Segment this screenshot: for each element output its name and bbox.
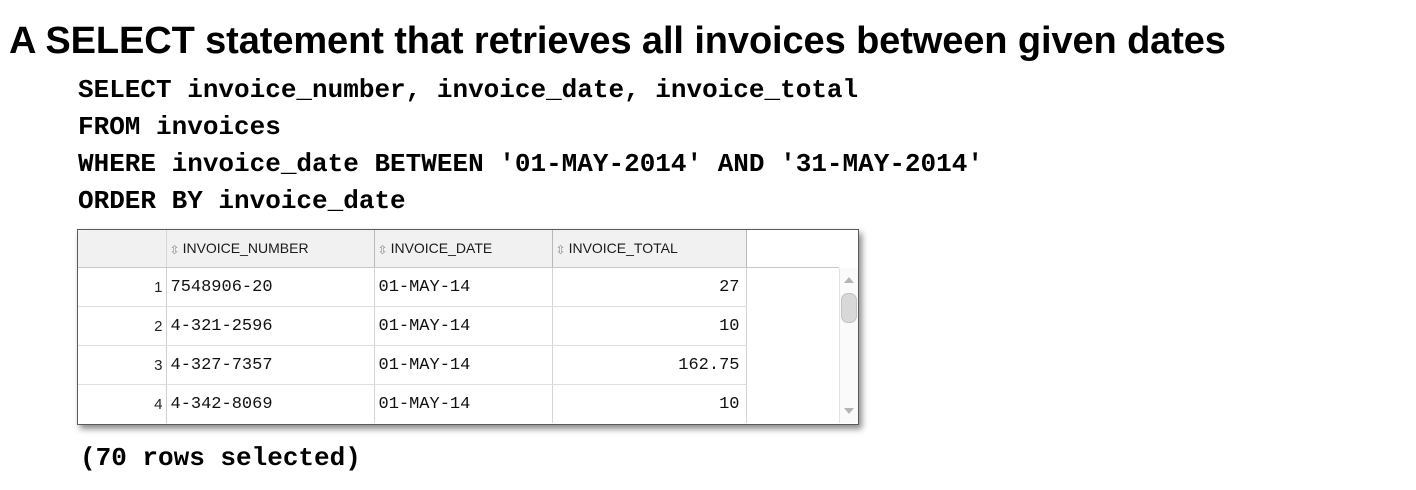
cell-invoice-number[interactable]: 4-327-7357 [166, 345, 375, 385]
sort-arrows-icon[interactable]: ⇳ [555, 242, 566, 257]
cell-invoice-date[interactable]: 01-MAY-14 [374, 384, 553, 423]
row-number[interactable]: 2 [78, 306, 167, 346]
cell-invoice-date[interactable]: 01-MAY-14 [374, 306, 553, 346]
scroll-down-arrow-icon[interactable] [844, 408, 854, 414]
vertical-scrollbar[interactable] [839, 268, 858, 423]
cell-invoice-total[interactable]: 162.75 [552, 345, 747, 385]
empty-cell [746, 307, 839, 346]
table-row[interactable]: 2 4-321-2596 01-MAY-14 10 [78, 306, 839, 346]
sort-arrows-icon[interactable]: ⇳ [377, 242, 388, 257]
empty-cell [746, 346, 839, 385]
column-header-label: INVOICE_NUMBER [182, 240, 309, 257]
scroll-up-arrow-icon[interactable] [844, 277, 854, 283]
sort-arrows-icon[interactable]: ⇳ [169, 242, 180, 257]
cell-invoice-number[interactable]: 4-342-8069 [166, 384, 375, 423]
cell-invoice-date[interactable]: 01-MAY-14 [374, 267, 553, 307]
table-row[interactable]: 4 4-342-8069 01-MAY-14 10 [78, 384, 839, 424]
scroll-thumb[interactable] [841, 293, 857, 323]
rows-selected-message: (70 rows selected) [80, 443, 361, 473]
table-row[interactable]: 3 4-327-7357 01-MAY-14 162.75 [78, 345, 839, 385]
column-header-invoice-total[interactable]: ⇳ INVOICE_TOTAL [552, 230, 747, 268]
column-header-label: INVOICE_TOTAL [568, 240, 678, 257]
cell-invoice-total[interactable]: 10 [552, 306, 747, 346]
cell-invoice-total[interactable]: 27 [552, 267, 747, 307]
row-number[interactable]: 4 [78, 384, 167, 423]
row-number[interactable]: 1 [78, 267, 167, 307]
table-row[interactable]: 1 7548906-20 01-MAY-14 27 [78, 267, 839, 307]
sql-line-where: WHERE invoice_date BETWEEN '01-MAY-2014'… [78, 149, 983, 179]
empty-cell [746, 385, 839, 424]
empty-cell [746, 268, 839, 307]
column-header-invoice-number[interactable]: ⇳ INVOICE_NUMBER [166, 230, 375, 268]
row-number-header [78, 230, 167, 268]
table-header-row: ⇳ INVOICE_NUMBER ⇳ INVOICE_DATE ⇳ INVOICE_T… [78, 230, 839, 268]
sql-line-from: FROM invoices [78, 112, 281, 142]
cell-invoice-date[interactable]: 01-MAY-14 [374, 345, 553, 385]
column-header-invoice-date[interactable]: ⇳ INVOICE_DATE [374, 230, 553, 268]
slide-title: A SELECT statement that retrieves all in… [9, 20, 1226, 62]
row-number[interactable]: 3 [78, 345, 167, 385]
cell-invoice-number[interactable]: 7548906-20 [166, 267, 375, 307]
query-result-grid: ⇳ INVOICE_NUMBER ⇳ INVOICE_DATE ⇳ INVOICE_T… [77, 229, 859, 425]
column-header-label: INVOICE_DATE [390, 240, 493, 257]
empty-header-space [746, 230, 839, 268]
sql-code-block: SELECT invoice_number, invoice_date, inv… [78, 72, 983, 220]
cell-invoice-total[interactable]: 10 [552, 384, 747, 423]
sql-line-select: SELECT invoice_number, invoice_date, inv… [78, 75, 859, 105]
result-table: ⇳ INVOICE_NUMBER ⇳ INVOICE_DATE ⇳ INVOICE_T… [78, 230, 839, 423]
sql-line-order-by: ORDER BY invoice_date [78, 186, 406, 216]
cell-invoice-number[interactable]: 4-321-2596 [166, 306, 375, 346]
